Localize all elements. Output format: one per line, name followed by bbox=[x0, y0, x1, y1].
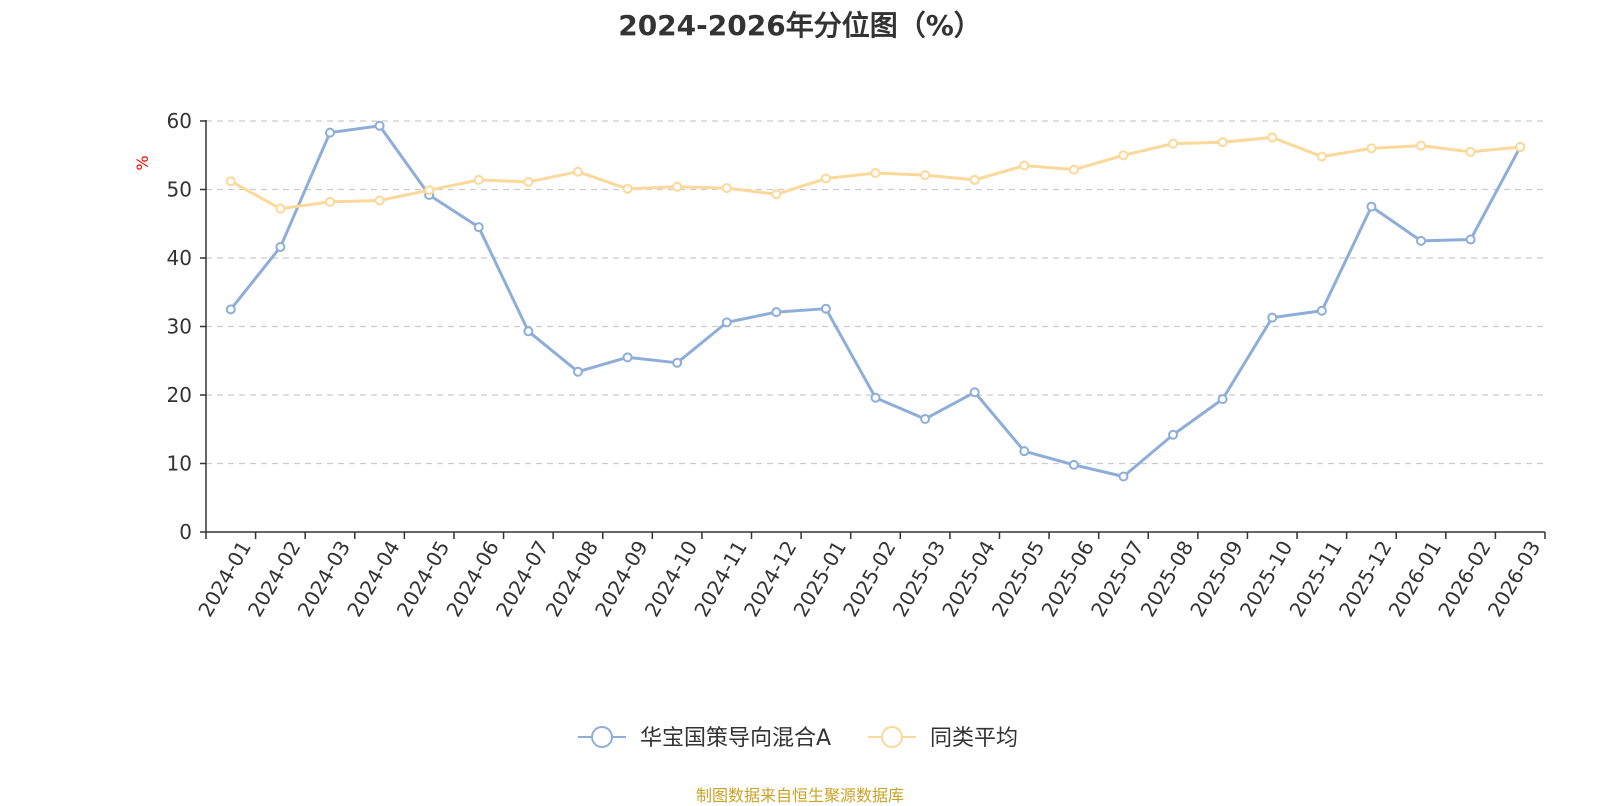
data-point bbox=[771, 189, 782, 200]
data-point bbox=[870, 168, 881, 179]
data-point bbox=[1416, 235, 1427, 246]
legend-label: 华宝国策导向混合A bbox=[640, 726, 831, 751]
data-point bbox=[1217, 137, 1228, 148]
data-point bbox=[1168, 429, 1179, 440]
data-point bbox=[225, 176, 236, 187]
data-point bbox=[1465, 146, 1476, 157]
data-point bbox=[1118, 150, 1129, 161]
y-tick-label: 30 bbox=[167, 315, 192, 339]
data-point bbox=[1316, 305, 1327, 316]
data-point bbox=[820, 173, 831, 184]
data-point bbox=[225, 304, 236, 315]
data-point bbox=[275, 203, 286, 214]
data-point bbox=[1366, 143, 1377, 154]
data-point bbox=[1168, 138, 1179, 149]
data-point bbox=[672, 181, 683, 192]
legend-marker bbox=[881, 726, 903, 748]
data-point bbox=[920, 170, 931, 181]
data-point bbox=[1068, 164, 1079, 175]
data-point bbox=[1118, 471, 1129, 482]
y-tick-label: 10 bbox=[167, 452, 192, 476]
data-point bbox=[820, 303, 831, 314]
data-point bbox=[374, 120, 385, 131]
data-point bbox=[1019, 160, 1030, 171]
data-point bbox=[324, 127, 335, 138]
data-point bbox=[622, 352, 633, 363]
series-line bbox=[229, 124, 1522, 479]
chart-title: 2024-2026年分位图（%） bbox=[618, 9, 982, 42]
legend-marker bbox=[591, 726, 613, 748]
data-point bbox=[1217, 394, 1228, 405]
data-point bbox=[275, 242, 286, 253]
data-point bbox=[424, 185, 435, 196]
data-point bbox=[622, 183, 633, 194]
data-point bbox=[870, 392, 881, 403]
data-point bbox=[672, 357, 683, 368]
data-point bbox=[523, 176, 534, 187]
data-point bbox=[572, 166, 583, 177]
data-source-note: 制图数据来自恒生聚源数据库 bbox=[695, 786, 904, 805]
data-point bbox=[1465, 234, 1476, 245]
legend-label: 同类平均 bbox=[930, 726, 1018, 751]
data-point bbox=[969, 387, 980, 398]
data-point bbox=[1316, 151, 1327, 162]
data-point bbox=[1019, 446, 1030, 457]
data-point bbox=[1068, 459, 1079, 470]
data-point bbox=[1267, 312, 1278, 323]
y-tick-label: 20 bbox=[167, 383, 192, 407]
data-point bbox=[969, 174, 980, 185]
data-point bbox=[523, 326, 534, 337]
data-point bbox=[473, 174, 484, 185]
y-tick-label: 50 bbox=[167, 178, 192, 202]
data-point bbox=[1267, 132, 1278, 143]
data-point bbox=[721, 183, 732, 194]
data-point bbox=[771, 307, 782, 318]
data-point bbox=[473, 222, 484, 233]
y-tick-label: 0 bbox=[179, 520, 192, 544]
data-point bbox=[1515, 142, 1526, 153]
data-point bbox=[1416, 140, 1427, 151]
data-point bbox=[572, 366, 583, 377]
y-axis-label: % bbox=[133, 155, 152, 170]
data-point bbox=[721, 317, 732, 328]
y-tick-label: 40 bbox=[167, 246, 192, 270]
data-point bbox=[324, 196, 335, 207]
data-point bbox=[1366, 201, 1377, 212]
y-tick-label: 60 bbox=[167, 109, 192, 133]
data-point bbox=[374, 195, 385, 206]
data-point bbox=[920, 413, 931, 424]
